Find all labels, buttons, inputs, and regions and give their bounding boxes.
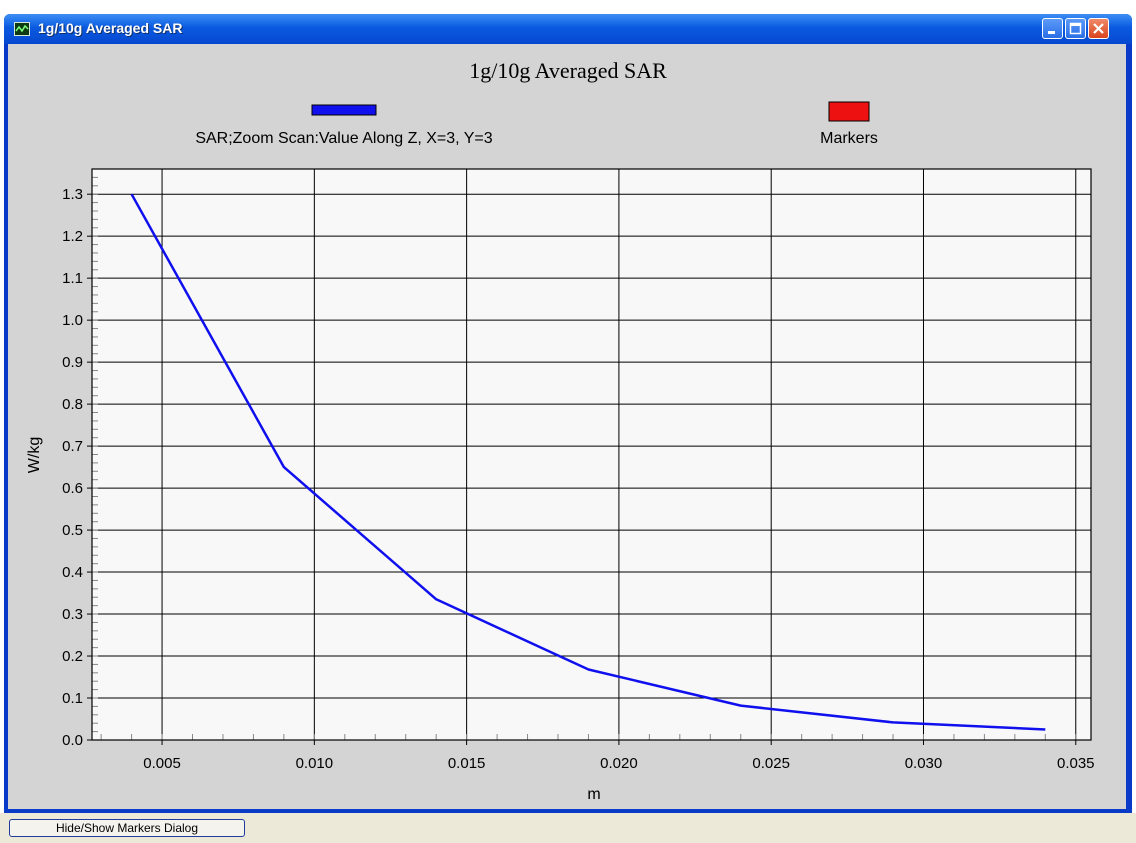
chart-panel: 1g/10g Averaged SAR SAR;Zoom Scan:Value … xyxy=(8,44,1126,809)
y-tick-label: 0.0 xyxy=(62,732,83,749)
plot-area[interactable]: 0.0 0.1 0.2 0.3 0.4 0.5 0.6 0.7 0.8 0.9 1.0 1.1 1.2 1… xyxy=(62,168,1095,772)
x-tick-label: 0.025 xyxy=(752,755,790,772)
legend-swatch-markers xyxy=(828,101,870,122)
minimize-button[interactable] xyxy=(1042,18,1063,39)
chart-title: 1g/10g Averaged SAR xyxy=(469,58,667,83)
x-axis-label: m xyxy=(587,786,600,803)
legend-swatch-sar xyxy=(311,104,377,116)
title-bar[interactable]: 1g/10g Averaged SAR xyxy=(4,14,1132,44)
y-tick-label: 0.7 xyxy=(62,438,83,455)
chart-app-icon xyxy=(14,22,30,36)
plot-border xyxy=(91,168,1092,741)
y-tick-label: 1.3 xyxy=(62,186,83,203)
y-tick-label: 0.6 xyxy=(62,480,83,497)
y-tick-label: 0.9 xyxy=(62,354,83,371)
legend-label-sar: SAR;Zoom Scan:Value Along Z, X=3, Y=3 xyxy=(195,130,492,147)
series-line-sar xyxy=(130,193,1046,731)
x-tick-label: 0.015 xyxy=(448,755,486,772)
maximize-button[interactable] xyxy=(1065,18,1086,39)
x-tick-label: 0.020 xyxy=(600,755,638,772)
status-bar: Hide/Show Markers Dialog xyxy=(0,813,1136,843)
x-tick-label: 0.010 xyxy=(296,755,334,772)
y-tick-label: 0.1 xyxy=(62,690,83,707)
y-tick-label: 1.1 xyxy=(62,270,83,287)
y-tick-label: 1.2 xyxy=(62,228,83,245)
plot-background xyxy=(92,169,1091,740)
chart-window: 1g/10g Averaged SAR 1g/10g Averaged SAR … xyxy=(4,14,1132,813)
x-tick-label: 0.005 xyxy=(143,755,181,772)
x-tick-label: 0.030 xyxy=(905,755,943,772)
y-tick-label: 0.4 xyxy=(62,564,83,581)
sar-line-chart: 1g/10g Averaged SAR SAR;Zoom Scan:Value … xyxy=(26,58,1095,803)
y-tick-label: 0.2 xyxy=(62,648,83,665)
close-button[interactable] xyxy=(1088,18,1109,39)
y-tick-label: 0.8 xyxy=(62,396,83,413)
y-tick-label: 0.5 xyxy=(62,522,83,539)
x-tick-label: 0.035 xyxy=(1057,755,1095,772)
hide-show-markers-button[interactable]: Hide/Show Markers Dialog xyxy=(9,819,245,837)
window-title: 1g/10g Averaged SAR xyxy=(38,20,183,36)
legend-label-markers: Markers xyxy=(820,130,878,147)
y-tick-label: 1.0 xyxy=(62,312,83,329)
y-axis-label: W/kg xyxy=(26,437,43,473)
y-tick-label: 0.3 xyxy=(62,606,83,623)
